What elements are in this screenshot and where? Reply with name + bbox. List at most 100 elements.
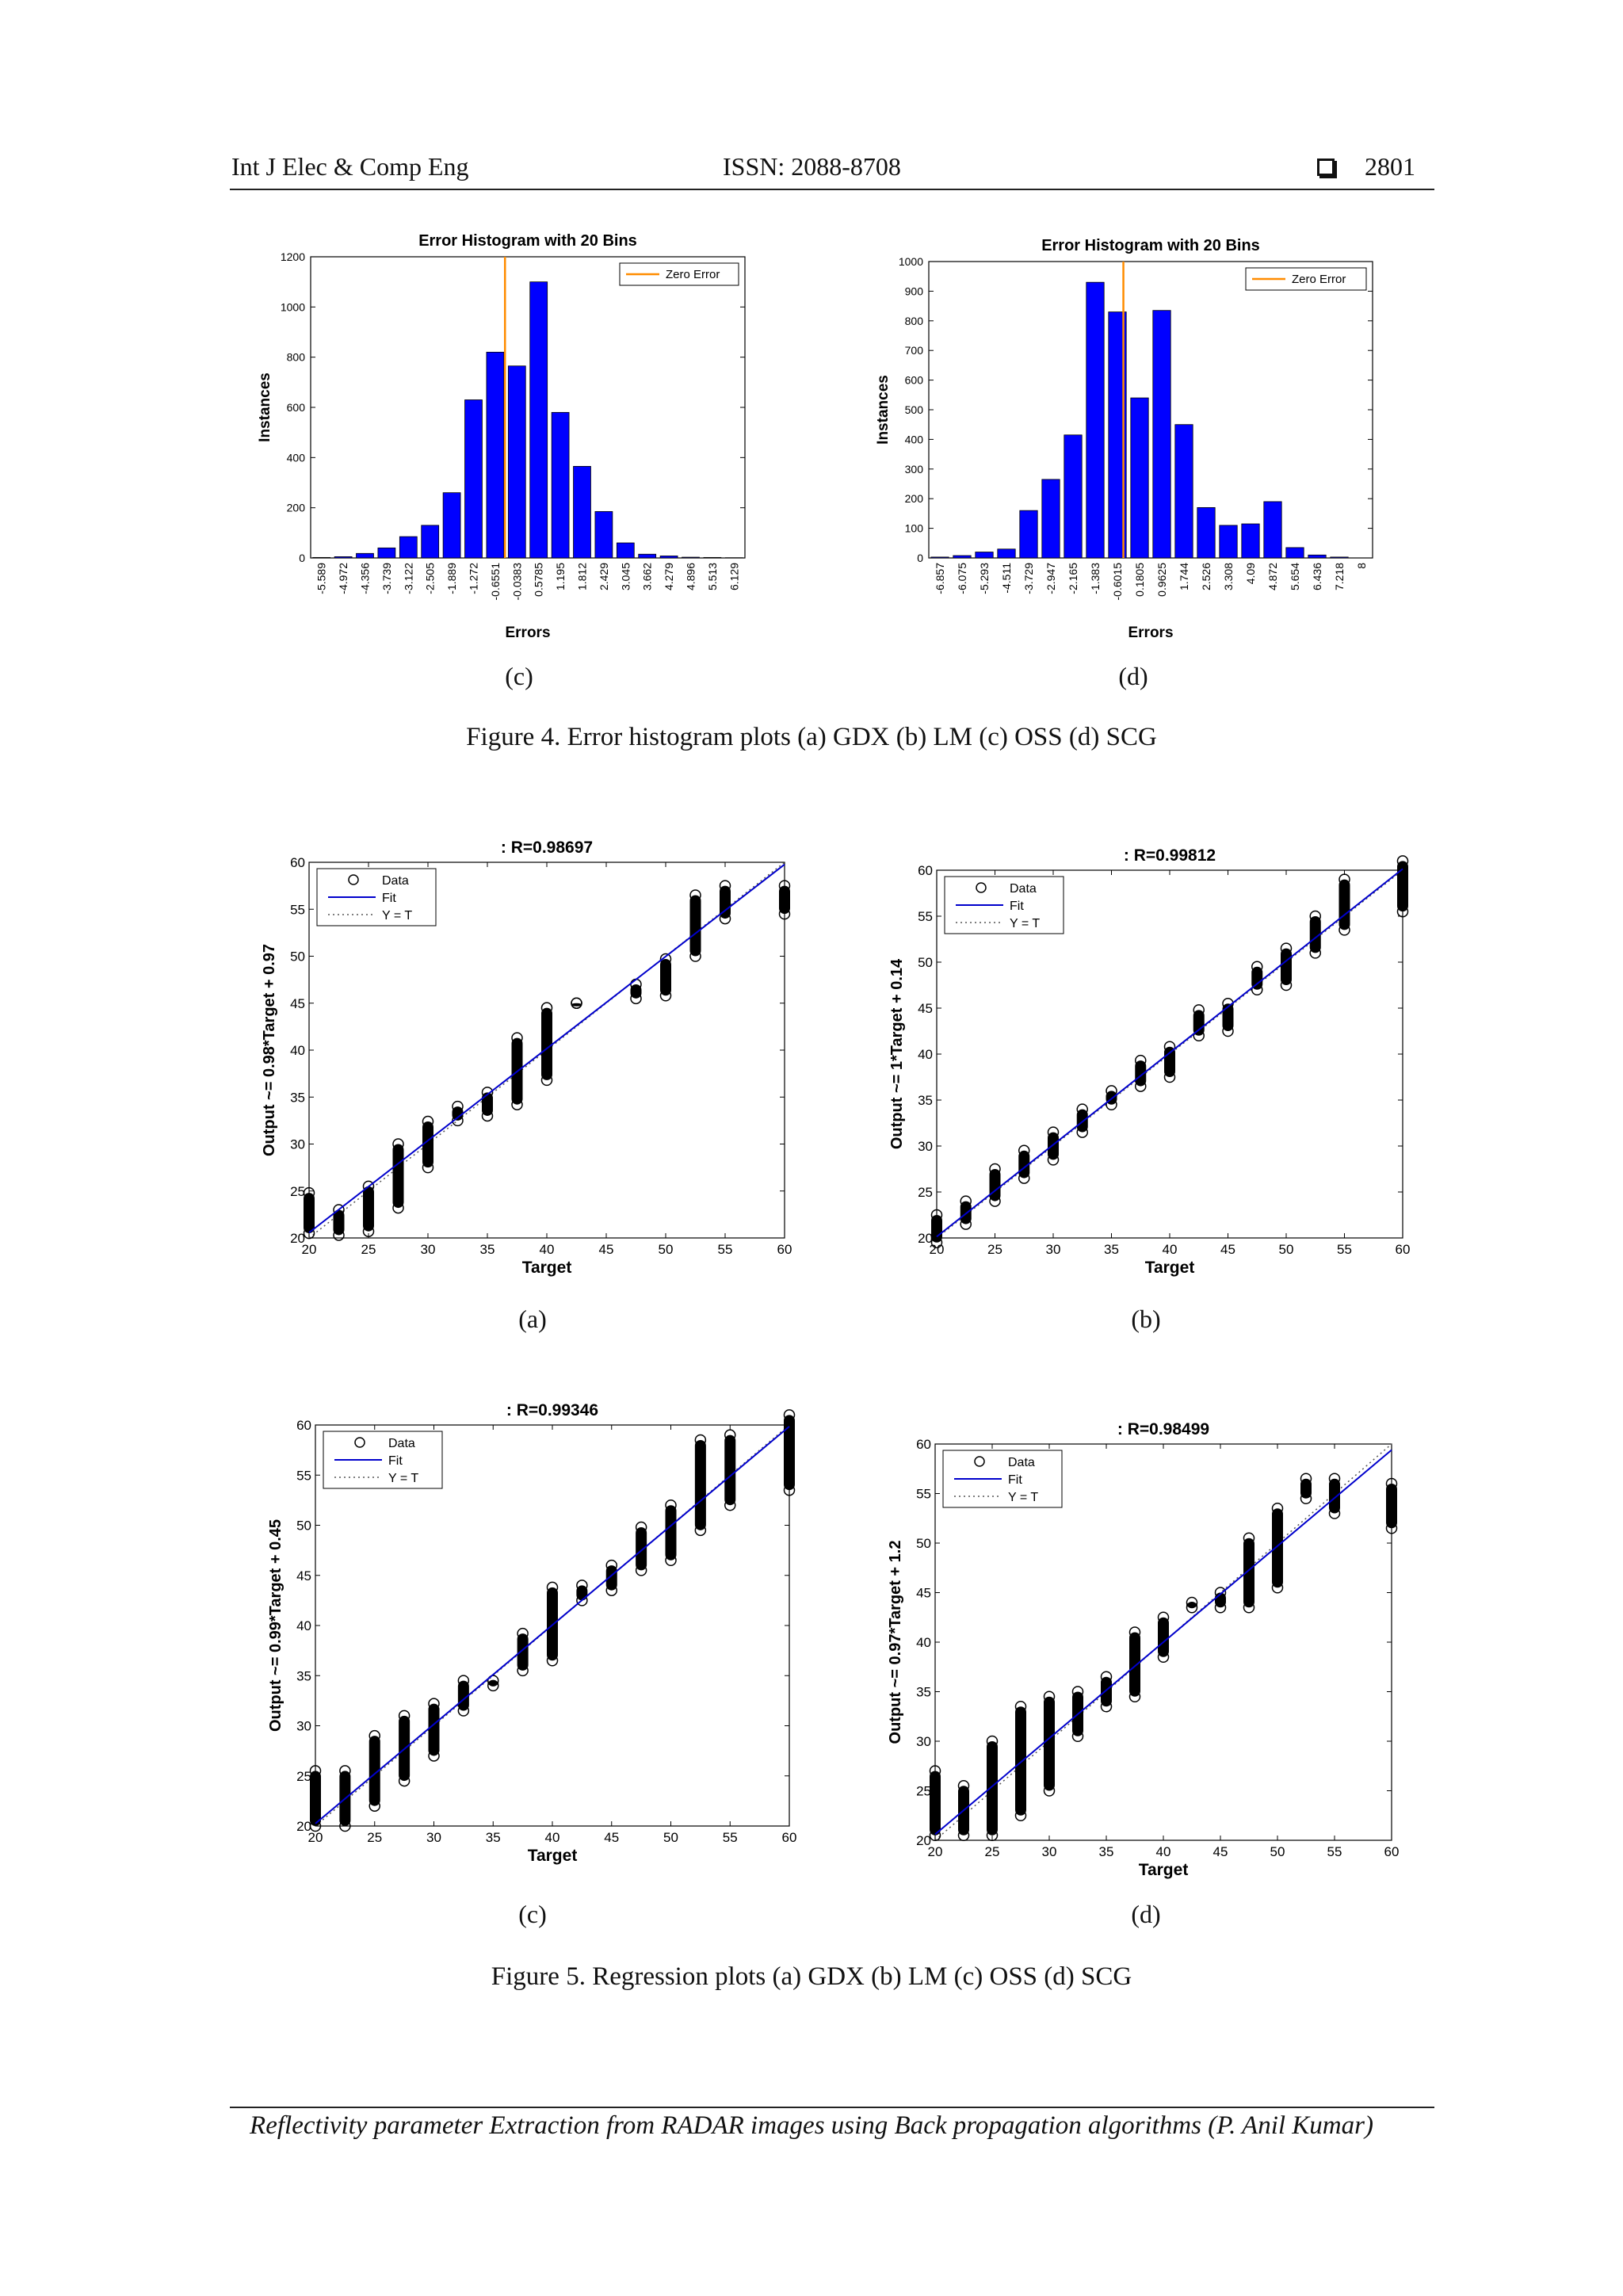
x-tick-label: 30 — [426, 1830, 441, 1845]
plot-area — [310, 256, 746, 559]
data-point — [339, 1765, 351, 1777]
data-cluster — [576, 1585, 588, 1601]
legend-fit-label: Fit — [1008, 1473, 1022, 1487]
footer-rule — [230, 2107, 1434, 2108]
data-point — [398, 1710, 411, 1722]
x-tick-label: -6.857 — [934, 563, 946, 594]
data-point — [605, 1559, 617, 1572]
x-tick-label: -3.729 — [1022, 563, 1035, 594]
x-tick-label: -1.383 — [1089, 563, 1102, 594]
data-point — [659, 990, 672, 1002]
data-cluster — [541, 1007, 552, 1080]
legend-data-swatch — [354, 1437, 365, 1448]
bar-5.654 — [1285, 547, 1304, 559]
bar-0.5785 — [529, 281, 548, 559]
data-point — [1280, 979, 1293, 991]
legend-identity-label: Y = T — [1008, 1491, 1038, 1504]
data-point — [392, 1138, 404, 1150]
x-tick-label: 0.9625 — [1155, 563, 1168, 597]
x-axis-label: Target — [522, 1259, 572, 1277]
x-tick-label: 4.896 — [685, 563, 697, 590]
data-point — [398, 1775, 411, 1787]
y-tick-label: 55 — [290, 902, 305, 917]
bar--0.6551 — [486, 351, 505, 559]
data-cluster — [636, 1527, 647, 1571]
data-cluster — [665, 1505, 677, 1561]
data-cluster — [605, 1565, 617, 1591]
data-point — [333, 1204, 345, 1216]
data-point — [540, 1074, 553, 1087]
data-cluster — [422, 1121, 433, 1168]
data-point — [1338, 873, 1350, 885]
figure5-label-a: (a) — [518, 1305, 547, 1333]
y-tick-label: 800 — [287, 351, 306, 364]
data-point — [694, 1434, 707, 1446]
data-point — [1222, 1025, 1234, 1037]
data-point — [635, 1521, 647, 1534]
data-cluster — [369, 1736, 380, 1806]
data-point — [1309, 910, 1321, 923]
bar-0.1805 — [1130, 397, 1149, 559]
data-cluster — [1164, 1046, 1175, 1077]
x-tick-label: -2.947 — [1044, 563, 1057, 594]
data-point — [369, 1800, 380, 1812]
data-cluster — [1193, 1010, 1205, 1036]
data-point — [1193, 1004, 1205, 1016]
y-tick-label: 700 — [905, 344, 924, 357]
data-point — [1076, 1126, 1088, 1138]
data-point — [457, 1705, 470, 1717]
data-point — [930, 1236, 943, 1249]
chart-title: Error Histogram with 20 Bins — [1041, 237, 1260, 254]
y-tick-label: 50 — [918, 955, 933, 970]
y-tick-label: 40 — [916, 1635, 931, 1650]
y-tick-label: 60 — [916, 1437, 931, 1452]
y-tick-label: 800 — [905, 315, 924, 327]
data-point — [369, 1729, 380, 1742]
data-point — [457, 1675, 470, 1687]
data-cluster — [310, 1771, 321, 1826]
x-tick-label: 40 — [540, 1242, 555, 1257]
data-cluster — [630, 984, 642, 999]
identity-line — [936, 869, 1403, 1239]
x-tick-label: 1.744 — [1178, 563, 1190, 590]
y-tick-label: 900 — [905, 285, 924, 297]
bar-4.872 — [1263, 501, 1282, 559]
data-point — [546, 1655, 559, 1667]
x-tick-label: -3.122 — [402, 563, 414, 594]
x-tick-label: 6.436 — [1311, 563, 1323, 590]
data-point — [1396, 855, 1409, 867]
data-point — [630, 992, 642, 1005]
data-cluster — [1076, 1109, 1088, 1133]
data-point — [724, 1429, 736, 1441]
x-tick-label: 55 — [1327, 1844, 1342, 1859]
data-point — [724, 1499, 736, 1511]
data-cluster — [571, 1003, 582, 1007]
data-point — [635, 1564, 647, 1576]
data-point — [422, 1115, 434, 1128]
bar-4.896 — [682, 556, 700, 559]
data-point — [605, 1584, 617, 1596]
data-cluster — [930, 1771, 941, 1836]
y-tick-label: 30 — [916, 1734, 931, 1749]
data-cluster — [333, 1209, 345, 1236]
data-cluster — [931, 1215, 942, 1243]
regression-plot-d: : R=0.98499 20 25 30 35 40 45 50 55 60 20 25 30 35 40 4… — [887, 1420, 1399, 1879]
legend-fit-label: Fit — [388, 1454, 403, 1468]
y-tick-label: 30 — [296, 1719, 311, 1734]
y-tick-label: 25 — [916, 1784, 931, 1799]
data-point — [303, 1227, 315, 1240]
x-tick-label: 45 — [1213, 1844, 1228, 1859]
data-cluster — [724, 1435, 736, 1506]
data-point — [1163, 1071, 1176, 1083]
data-cluster — [428, 1703, 440, 1756]
y-tick-label: 500 — [905, 403, 924, 416]
bar--1.272 — [464, 399, 483, 559]
data-point — [1076, 1103, 1088, 1115]
x-axis-label: Target — [528, 1847, 578, 1865]
data-point — [719, 880, 731, 892]
x-tick-label: -1.889 — [445, 563, 458, 594]
y-tick-label: 60 — [290, 855, 305, 870]
data-point — [1214, 1602, 1227, 1614]
data-point — [930, 1209, 943, 1221]
data-point — [957, 1829, 970, 1841]
